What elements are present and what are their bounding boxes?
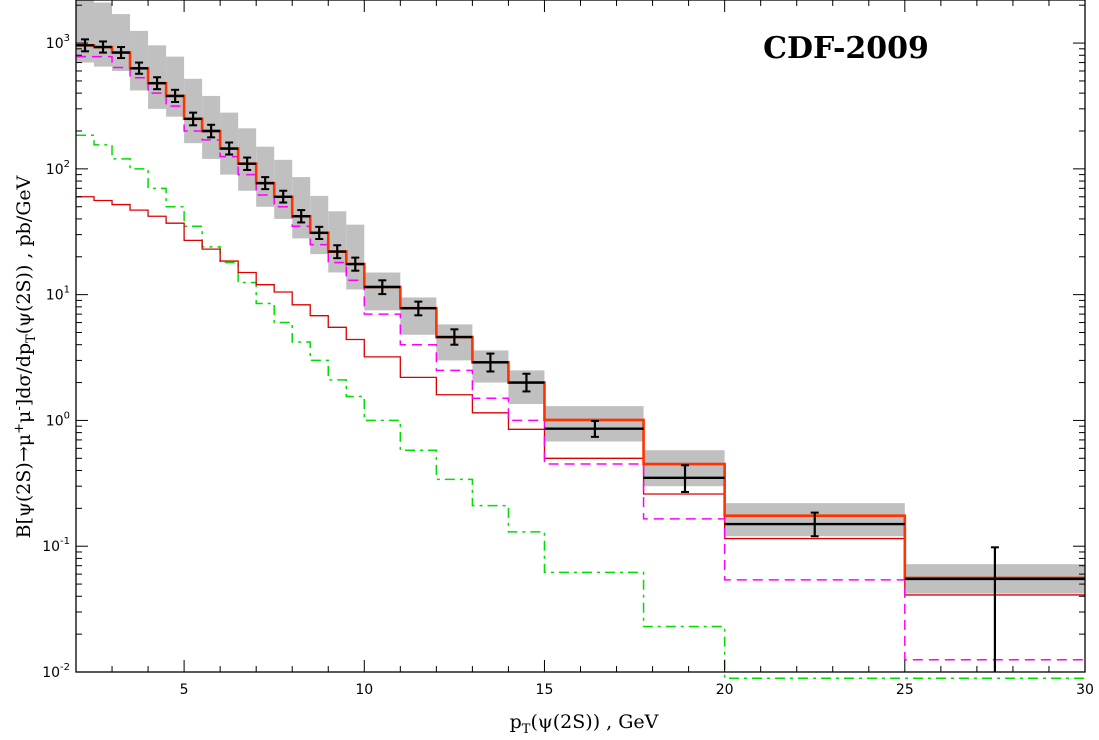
y-tick-label-exp: 0 [64,410,70,421]
data-point [112,46,131,60]
x-tick-label: 30 [1076,682,1094,698]
data-point [310,225,329,240]
uncertainty-band-bin [292,177,311,239]
data-point [328,244,347,260]
data-point [274,189,293,204]
y-tick-label: 10-1 [42,536,70,555]
data-point [76,38,95,53]
data-point [724,511,905,538]
y-tick-label-base: 10 [46,162,64,178]
data-point [256,176,275,191]
y-tick-label-exp: 2 [64,159,70,170]
data-point [904,546,1085,672]
uncertainty-band-bin [130,30,149,91]
y-tick-label-base: 10 [46,413,64,429]
data-point [166,88,185,104]
y-tick-label-base: 10 [42,539,60,555]
y-tick-label: 101 [46,285,70,304]
y-axis-title-part1: B[ψ(2S)→μ [13,434,35,538]
uncertainty-band-bin [328,211,347,273]
uncertainty-band-layer [76,0,1085,594]
plot-title: CDF-2009 [763,31,929,66]
y-tick-label: 103 [46,33,70,52]
data-point [184,111,203,127]
y-tick-label-exp: -2 [60,662,70,673]
data-point [508,372,545,393]
data-points-layer [76,38,1085,672]
y-tick-label-exp: 3 [64,33,70,44]
data-point [436,328,473,346]
x-axis-title-main: p [510,711,522,733]
y-tick-label-base: 10 [46,288,64,304]
data-point [544,419,644,438]
y-axis-title-sup1: + [12,423,27,434]
x-axis-title-rest: (ψ(2S)) , GeV [530,711,658,733]
data-point [346,256,365,272]
x-tick-label: 15 [536,682,554,698]
data-point [238,156,257,171]
data-point [292,209,311,224]
x-axis-title: pT(ψ(2S)) , GeV [510,711,659,737]
data-point [94,40,113,54]
y-tick-label-base: 10 [46,36,64,52]
y-axis-title: B[ψ(2S)→μ+μ-]dσ/dpT(ψ(2S)) , pb/GeV [12,175,39,538]
uncertainty-band-bin [76,0,95,63]
uncertainty-band-bin [112,14,131,71]
data-point [643,464,725,493]
x-tick-label: 25 [896,682,914,698]
y-axis-title-sub1: T [24,334,39,343]
y-axis-title-part3: ]dσ/dp [13,343,35,406]
x-tick-label: 5 [180,682,189,698]
uncertainty-band-bin [184,78,203,144]
y-tick-label-exp: -1 [60,536,70,547]
y-axis-title-part4: (ψ(2S)) , pb/GeV [13,175,35,334]
data-point [220,141,239,156]
series-line [76,134,1085,680]
uncertainty-band-bin [274,159,293,219]
y-tick-label: 10-2 [42,662,70,681]
data-point [472,352,509,373]
data-point [202,123,221,139]
y-tick-label: 100 [46,410,70,429]
data-point [364,279,401,296]
series-line [76,196,1085,596]
x-tick-label: 10 [355,682,373,698]
data-point [148,76,167,91]
x-axis-title-sub: T [522,722,531,737]
data-point [130,61,149,75]
y-axis-title-sup2: - [12,406,27,410]
uncertainty-band-bin [310,195,329,255]
data-point [400,300,437,317]
y-tick-label: 102 [46,159,70,178]
y-tick-label-exp: 1 [64,285,70,296]
y-axis-title-part2: μ [13,411,35,423]
uncertainty-band-bin [166,56,185,117]
y-tick-label-base: 10 [42,665,60,681]
uncertainty-band-bin [94,2,113,67]
x-tick-label: 20 [716,682,734,698]
